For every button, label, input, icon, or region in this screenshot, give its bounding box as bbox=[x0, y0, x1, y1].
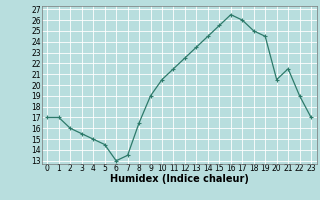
X-axis label: Humidex (Indice chaleur): Humidex (Indice chaleur) bbox=[110, 174, 249, 184]
